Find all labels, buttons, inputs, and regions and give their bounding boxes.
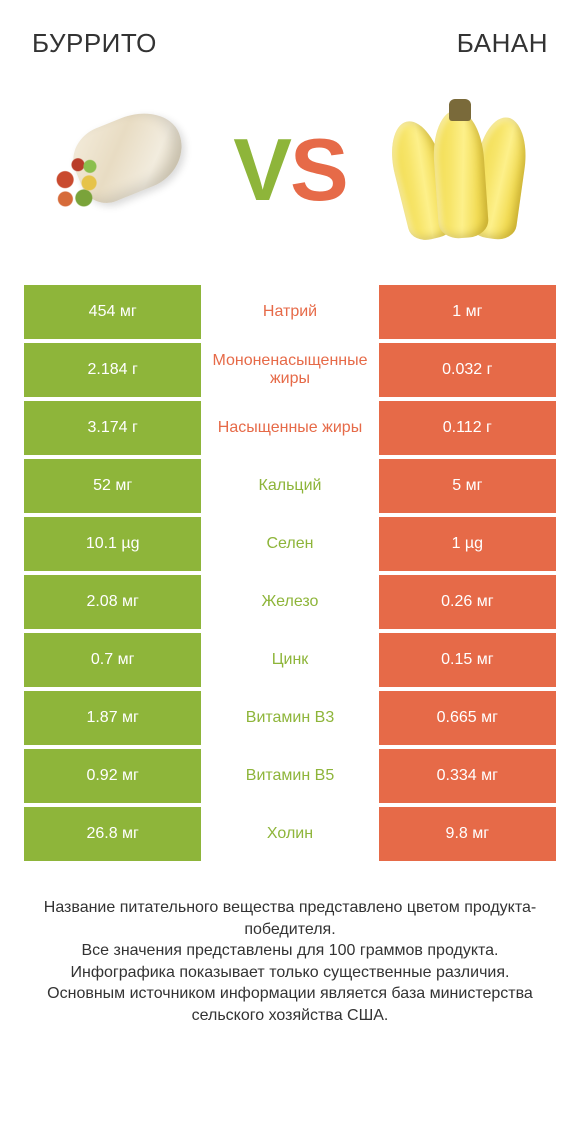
cell-nutrient-label: Натрий [201, 285, 378, 339]
titles-row: БУРРИТО БАНАН [24, 28, 556, 59]
cell-right-value: 1 µg [379, 517, 556, 571]
cell-left-value: 2.184 г [24, 343, 201, 397]
table-row: 52 мгКальций5 мг [24, 459, 556, 513]
cell-nutrient-label: Железо [201, 575, 378, 629]
cell-left-value: 26.8 мг [24, 807, 201, 861]
cell-left-value: 2.08 мг [24, 575, 201, 629]
vs-v: V [233, 119, 290, 221]
table-row: 1.87 мгВитамин B30.665 мг [24, 691, 556, 745]
cell-right-value: 0.112 г [379, 401, 556, 455]
cell-right-value: 0.665 мг [379, 691, 556, 745]
table-row: 26.8 мгХолин9.8 мг [24, 807, 556, 861]
comparison-table: 454 мгНатрий1 мг2.184 гМононенасыщенные … [24, 285, 556, 861]
cell-nutrient-label: Мононенасыщенные жиры [201, 343, 378, 397]
cell-nutrient-label: Витамин B3 [201, 691, 378, 745]
cell-left-value: 1.87 мг [24, 691, 201, 745]
table-row: 0.7 мгЦинк0.15 мг [24, 633, 556, 687]
cell-left-value: 52 мг [24, 459, 201, 513]
cell-left-value: 0.7 мг [24, 633, 201, 687]
cell-nutrient-label: Кальций [201, 459, 378, 513]
cell-right-value: 0.15 мг [379, 633, 556, 687]
table-row: 3.174 гНасыщенные жиры0.112 г [24, 401, 556, 455]
table-row: 2.08 мгЖелезо0.26 мг [24, 575, 556, 629]
cell-nutrient-label: Витамин B5 [201, 749, 378, 803]
cell-right-value: 0.334 мг [379, 749, 556, 803]
vs-s: S [290, 119, 347, 221]
footer-line: Основным источником информации является … [30, 983, 550, 1026]
burrito-image [28, 95, 198, 245]
cell-left-value: 454 мг [24, 285, 201, 339]
cell-right-value: 9.8 мг [379, 807, 556, 861]
table-row: 454 мгНатрий1 мг [24, 285, 556, 339]
table-row: 10.1 µgСелен1 µg [24, 517, 556, 571]
cell-left-value: 0.92 мг [24, 749, 201, 803]
footer-line: Все значения представлены для 100 граммо… [30, 940, 550, 962]
hero-row: VS [24, 95, 556, 245]
comparison-infographic: БУРРИТО БАНАН VS 454 мгНатрий1 мг2.184 г… [0, 0, 580, 1144]
cell-nutrient-label: Холин [201, 807, 378, 861]
title-right: БАНАН [457, 28, 548, 59]
vs-label: VS [233, 119, 346, 221]
footer-line: Название питательного вещества представл… [30, 897, 550, 940]
cell-left-value: 10.1 µg [24, 517, 201, 571]
cell-right-value: 0.032 г [379, 343, 556, 397]
title-left: БУРРИТО [32, 28, 157, 59]
footer-note: Название питательного вещества представл… [24, 897, 556, 1027]
cell-right-value: 0.26 мг [379, 575, 556, 629]
cell-left-value: 3.174 г [24, 401, 201, 455]
cell-nutrient-label: Насыщенные жиры [201, 401, 378, 455]
footer-line: Инфографика показывает только существенн… [30, 962, 550, 984]
table-row: 2.184 гМононенасыщенные жиры0.032 г [24, 343, 556, 397]
cell-right-value: 5 мг [379, 459, 556, 513]
cell-nutrient-label: Цинк [201, 633, 378, 687]
banana-image [382, 95, 552, 245]
cell-nutrient-label: Селен [201, 517, 378, 571]
cell-right-value: 1 мг [379, 285, 556, 339]
table-row: 0.92 мгВитамин B50.334 мг [24, 749, 556, 803]
